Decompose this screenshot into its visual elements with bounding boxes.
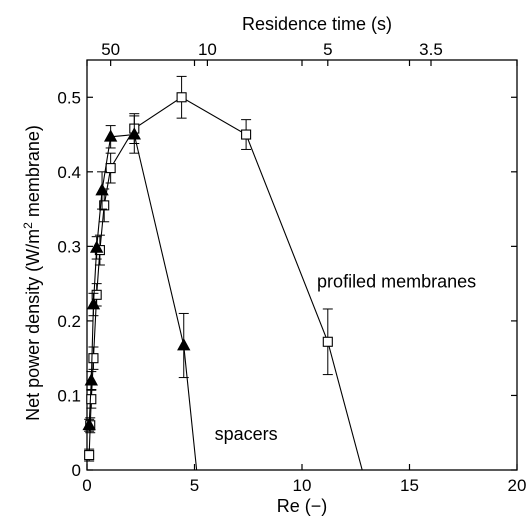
data-point-profiled-membranes xyxy=(88,353,99,364)
data-point-profiled-membranes xyxy=(241,129,252,140)
top-tick-label: 5 xyxy=(323,40,332,59)
series-line-spacers xyxy=(88,133,198,471)
x-tick-label: 5 xyxy=(190,476,199,495)
y-tick-label: 0.4 xyxy=(57,163,81,182)
top-tick-label: 50 xyxy=(101,40,120,59)
y-tick-label: 0.3 xyxy=(57,237,81,256)
data-point-profiled-membranes xyxy=(176,92,187,103)
data-point-spacers xyxy=(86,297,101,310)
y-tick-label: 0.5 xyxy=(57,88,81,107)
data-point-spacers xyxy=(84,373,98,386)
y-axis-title-sup: 2 xyxy=(21,222,35,229)
y-tick-label: 0.1 xyxy=(57,386,81,405)
top-tick-label: 3.5 xyxy=(419,40,443,59)
x-tick-label: 20 xyxy=(508,476,527,495)
data-point-profiled-membranes xyxy=(322,336,333,347)
data-point-spacers xyxy=(177,338,191,351)
x-tick-label: 15 xyxy=(400,476,419,495)
top-tick-label: 10 xyxy=(198,40,217,59)
data-point-spacers xyxy=(90,240,104,253)
data-point-profiled-membranes xyxy=(86,394,97,405)
annotation-spacers: spacers xyxy=(215,424,278,444)
top-axis-title: Residence time (s) xyxy=(242,14,392,34)
y-tick-label: 0.2 xyxy=(57,312,81,331)
data-point-spacers xyxy=(82,417,96,431)
x-tick-label: 10 xyxy=(293,476,312,495)
y-tick-label: 0 xyxy=(72,461,81,480)
data-point-spacers xyxy=(95,183,109,196)
x-tick-label: 0 xyxy=(82,476,91,495)
data-point-profiled-membranes xyxy=(91,289,102,300)
annotation-profiled-membranes: profiled membranes xyxy=(317,271,476,291)
plot-frame xyxy=(86,59,518,471)
y-axis-title-main: Net power density (W/m xyxy=(23,229,43,421)
y-axis-title: Net power density (W/m2 membrane) xyxy=(21,125,43,421)
y-axis-title-tail: membrane) xyxy=(23,125,43,222)
x-axis-title: Re (−) xyxy=(277,496,328,516)
data-point-profiled-membranes xyxy=(99,200,110,211)
data-point-profiled-membranes xyxy=(105,163,116,174)
data-point-spacers xyxy=(127,127,141,140)
data-point-profiled-membranes xyxy=(84,450,95,461)
data-point-spacers xyxy=(103,129,118,142)
plot-layer: 0 5 10 15 20 0 0.1 0.2 0.3 0.4 0.5 50 10 5 3.5 Re (−) Re… xyxy=(21,14,526,516)
